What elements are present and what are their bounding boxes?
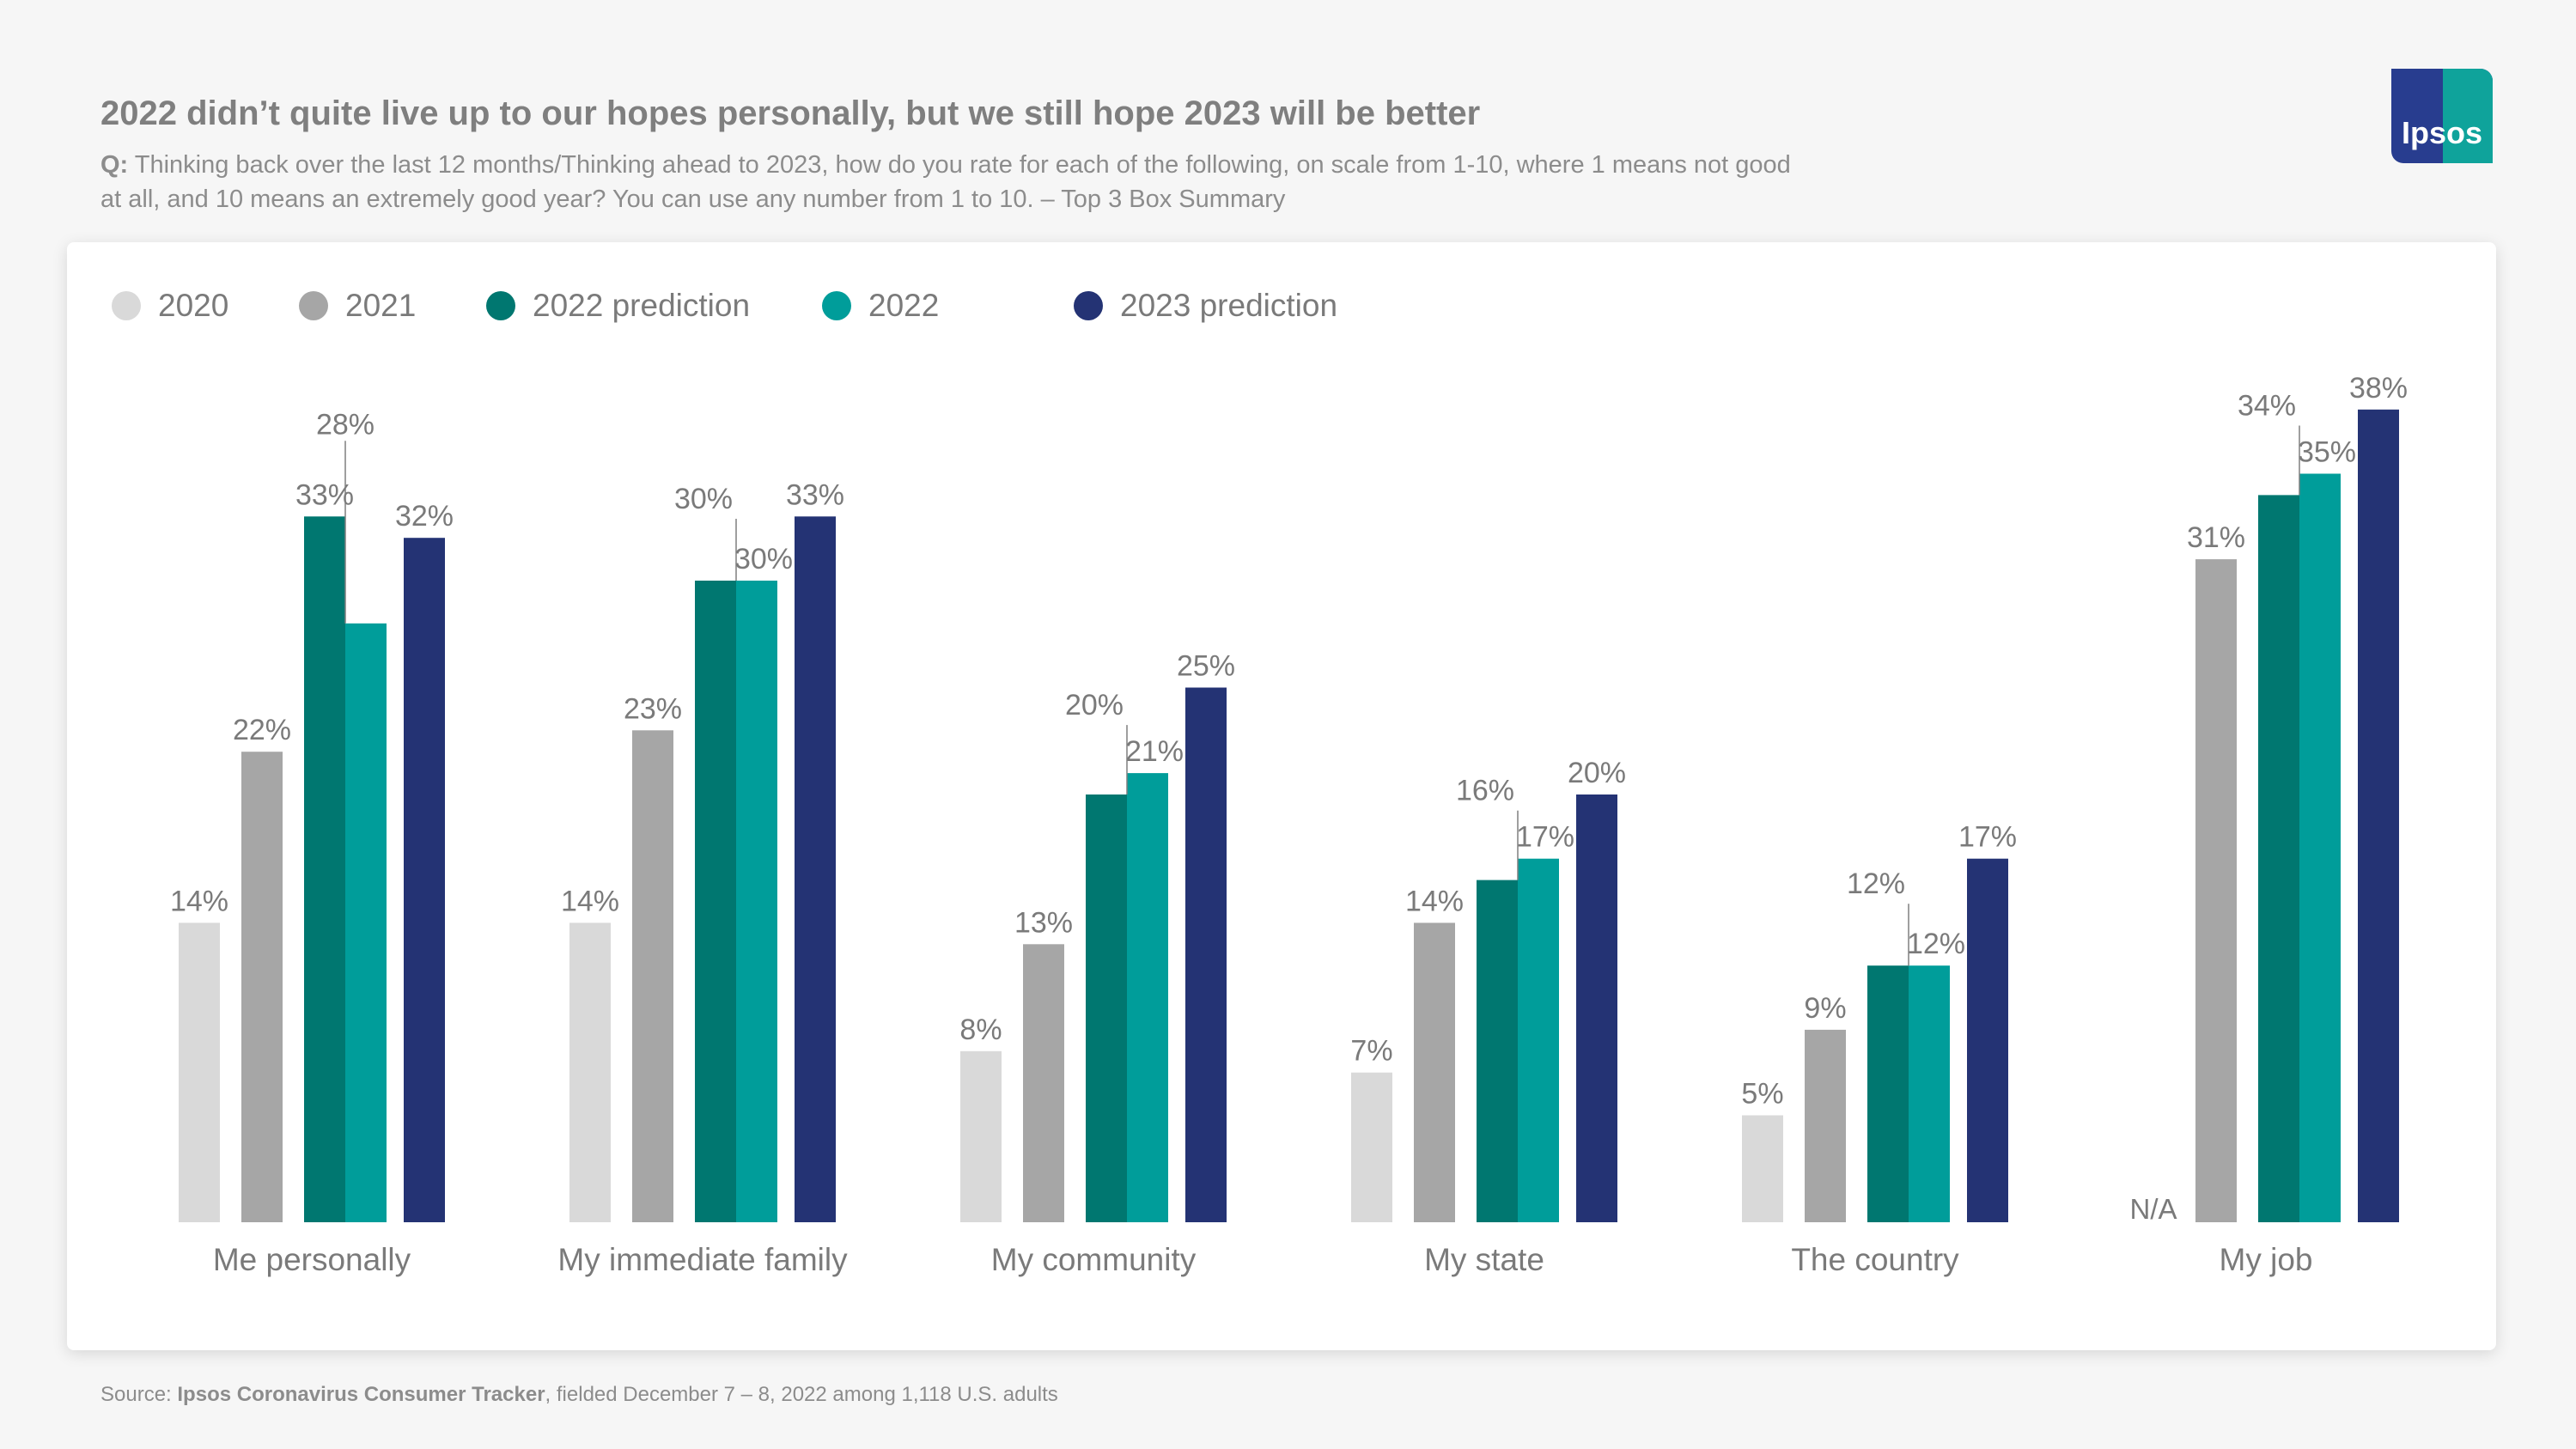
data-label-2022-prediction: 33% (295, 478, 354, 511)
data-label-2020: 14% (170, 885, 228, 917)
bar-me-personally-2021 (241, 752, 283, 1222)
data-label-2023-prediction: 32% (395, 500, 454, 533)
bar-my-community-2023-prediction (1185, 687, 1227, 1222)
bar-my-job-2021 (2195, 559, 2237, 1222)
source-details: , fielded December 7 – 8, 2022 among 1,1… (545, 1383, 1058, 1406)
data-label-2022-prediction: 34% (2238, 390, 2296, 423)
data-label-2020: 14% (561, 885, 619, 917)
chart-card: 2020 2021 2022 prediction 2022 2023 predicti… (67, 242, 2496, 1350)
data-label-2022-prediction: 12% (1847, 868, 1905, 900)
legend-swatch (1074, 291, 1103, 320)
bar-my-immediate-family-2022 (736, 581, 777, 1222)
question-text: Thinking back over the last 12 months/Th… (100, 151, 1791, 213)
page-title: 2022 didn’t quite live up to our hopes p… (100, 94, 1481, 132)
bar-my-community-2021 (1023, 944, 1064, 1222)
bar-my-job-2022 (2299, 473, 2341, 1222)
legend-swatch (299, 291, 328, 320)
legend-swatch (486, 291, 515, 320)
bar-the-country-2022 (1909, 965, 1950, 1222)
legend-item-2022: 2022 (822, 287, 939, 325)
data-label-2023-prediction: 38% (2349, 372, 2408, 405)
survey-question: Q: Thinking back over the last 12 months… (100, 148, 1818, 216)
category-label-my-job: My job (2220, 1242, 2313, 1277)
data-label-2022: 30% (734, 543, 793, 575)
data-label-2022-prediction: 20% (1065, 689, 1124, 721)
legend-label: 2022 prediction (533, 288, 751, 323)
category-label-my-community: My community (991, 1242, 1197, 1277)
bar-my-immediate-family-2022-prediction (695, 581, 736, 1222)
bar-my-community-2022 (1127, 773, 1168, 1222)
legend-label: 2020 (158, 288, 229, 323)
data-label-2023-prediction: 17% (1958, 821, 2017, 854)
data-label-na: N/A (2129, 1193, 2177, 1225)
ipsos-logo: Ipsos (2391, 69, 2493, 163)
data-label-2022-prediction: 30% (674, 483, 733, 515)
category-label-my-immediate-family: My immediate family (557, 1242, 848, 1277)
bar-me-personally-2022-prediction (304, 516, 345, 1222)
data-label-2022-prediction: 16% (1456, 775, 1514, 807)
data-label-2023-prediction: 33% (786, 478, 844, 511)
data-label-2021: 22% (233, 714, 291, 746)
legend-label: 2023 prediction (1120, 288, 1338, 323)
bar-me-personally-2022 (345, 623, 387, 1222)
data-label-2021: 9% (1804, 992, 1846, 1025)
data-label-2022: 35% (2298, 436, 2356, 469)
data-label-2020: 7% (1350, 1035, 1392, 1068)
bar-my-state-2023-prediction (1576, 795, 1617, 1222)
data-label-2021: 14% (1405, 885, 1464, 917)
source-prefix: Source: (100, 1383, 172, 1406)
category-label-my-state: My state (1424, 1242, 1544, 1277)
data-label-2021: 13% (1014, 906, 1073, 939)
question-prefix: Q: (100, 151, 129, 179)
bar-my-job-2023-prediction (2358, 409, 2399, 1222)
bar-the-country-2022-prediction (1867, 965, 1909, 1222)
bar-me-personally-2023-prediction (404, 538, 445, 1222)
bar-my-community-2020 (960, 1050, 1002, 1222)
legend-item-2022-prediction: 2022 prediction (486, 287, 750, 325)
bar-the-country-2020 (1742, 1115, 1783, 1222)
data-label-2021: 23% (624, 692, 682, 725)
legend-label: 2022 (868, 288, 940, 323)
logo-head-shape (2443, 69, 2493, 163)
data-label-2023-prediction: 25% (1177, 650, 1235, 683)
legend-item-2020: 2020 (112, 287, 228, 325)
bar-my-state-2022 (1518, 858, 1559, 1222)
data-label-2022: 17% (1516, 821, 1574, 854)
bar-my-community-2022-prediction (1086, 795, 1127, 1222)
bar-my-job-2022-prediction (2258, 495, 2299, 1222)
data-label-2023-prediction: 20% (1568, 757, 1626, 789)
data-label-2020: 5% (1741, 1078, 1783, 1111)
data-label-2022: 21% (1125, 735, 1184, 768)
bar-my-immediate-family-2023-prediction (795, 516, 836, 1222)
source-name: Ipsos Coronavirus Consumer Tracker (177, 1383, 545, 1406)
bar-the-country-2023-prediction (1967, 858, 2008, 1222)
bar-my-state-2021 (1414, 922, 1455, 1222)
bar-my-state-2022-prediction (1477, 880, 1518, 1222)
bar-my-immediate-family-2020 (569, 922, 611, 1222)
data-label-2022: 28% (316, 408, 375, 441)
legend-item-2023-prediction: 2023 prediction (1074, 287, 1337, 325)
bar-chart: 14% 22% 32% 33% 28% Me personally 14% 23% 33% 30%… (170, 372, 2408, 1277)
category-label-me-personally: Me personally (213, 1242, 411, 1277)
bar-my-state-2020 (1351, 1072, 1392, 1222)
data-label-2020: 8% (959, 1014, 1002, 1046)
legend-swatch (822, 291, 851, 320)
bar-my-immediate-family-2021 (632, 730, 673, 1222)
source-footnote: Source: Ipsos Coronavirus Consumer Track… (100, 1383, 1058, 1407)
data-label-2021: 31% (2187, 521, 2245, 554)
bar-me-personally-2020 (179, 922, 220, 1222)
legend-item-2021: 2021 (299, 287, 416, 325)
logo-text: Ipsos (2401, 115, 2483, 150)
bar-the-country-2021 (1805, 1029, 1846, 1222)
data-label-2022: 12% (1907, 928, 1965, 960)
legend-swatch (112, 291, 141, 320)
category-label-the-country: The country (1791, 1242, 1959, 1277)
legend-label: 2021 (345, 288, 417, 323)
